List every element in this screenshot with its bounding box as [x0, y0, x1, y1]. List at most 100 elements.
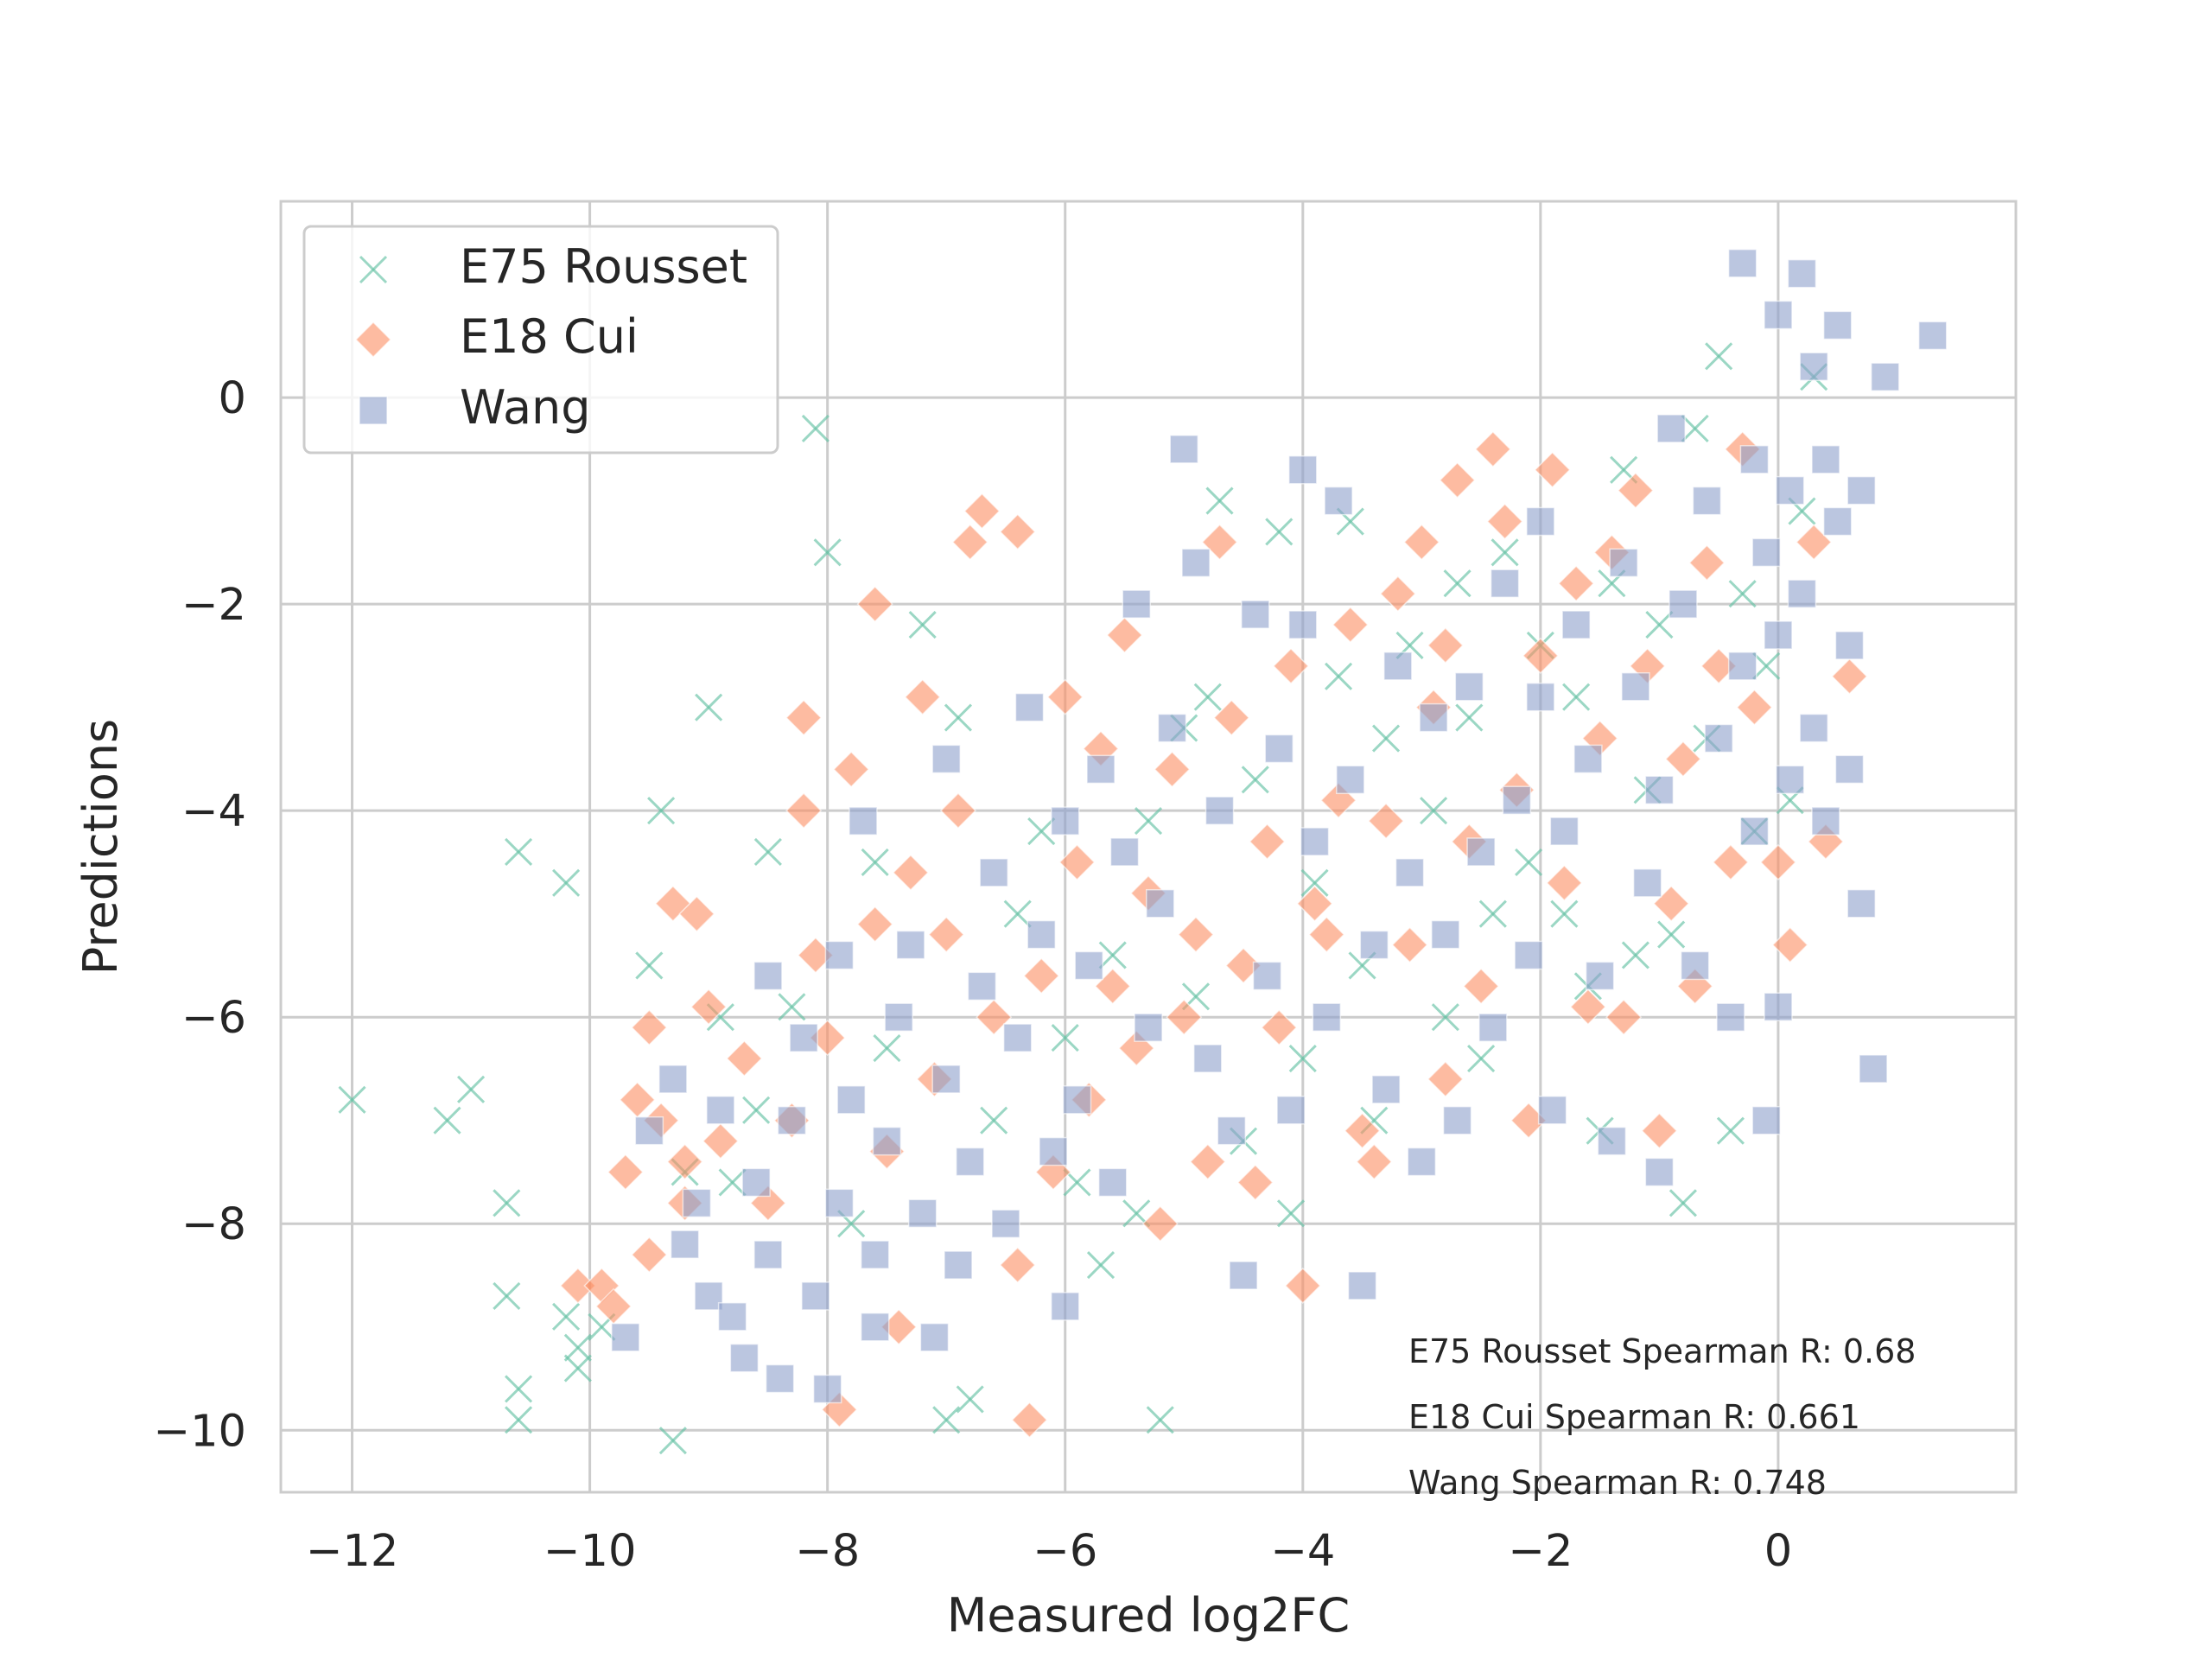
point-e18-cui [1296, 885, 1333, 922]
point-wang [789, 1023, 818, 1052]
point-wang [1347, 1271, 1377, 1300]
annotation-wang-spearman: Wang Spearman R: 0.748 [1408, 1464, 1827, 1502]
point-wang [1727, 248, 1758, 278]
point-wang [1478, 1013, 1508, 1042]
point-e18-cui [976, 999, 1013, 1036]
legend-label-e75-rousset: E75 Rousset [460, 239, 747, 294]
point-e18-cui [1427, 626, 1464, 664]
point-e75-rousset [658, 1427, 687, 1455]
point-wang [1775, 765, 1805, 795]
point-e75-rousset [1455, 703, 1484, 732]
point-e75-rousset [1003, 899, 1032, 928]
point-e18-cui [1023, 957, 1060, 995]
point-wang [931, 1065, 961, 1094]
y-tick-label: 0 [219, 373, 246, 424]
point-wang [1086, 754, 1116, 785]
point-wang [1419, 702, 1448, 733]
point-e18-cui [1332, 606, 1369, 644]
point-e18-cui [1831, 658, 1868, 695]
point-e75-rousset [1051, 1024, 1079, 1052]
point-wang [812, 1374, 842, 1404]
point-e18-cui [1141, 1205, 1179, 1243]
point-e18-cui [678, 895, 715, 932]
point-e18-cui [1558, 565, 1595, 602]
point-wang [1680, 950, 1710, 981]
point-wang [1692, 486, 1722, 516]
point-e75-rousset [1467, 1044, 1496, 1073]
point-e75-rousset [1276, 1199, 1306, 1228]
point-e18-cui [904, 678, 941, 715]
point-e75-rousset [1205, 486, 1234, 515]
point-wang [1514, 940, 1543, 970]
point-wang [1787, 579, 1817, 608]
point-wang [967, 971, 997, 1001]
point-wang [860, 1313, 890, 1342]
point-wang [1549, 817, 1580, 846]
point-wang [1609, 548, 1638, 578]
point-e75-rousset [1134, 807, 1163, 836]
point-e18-cui [1712, 843, 1749, 880]
point-e18-cui [1605, 999, 1643, 1036]
point-e75-rousset [505, 837, 533, 867]
point-e75-rousset [1431, 1003, 1459, 1032]
point-wang [1146, 888, 1175, 918]
point-e75-rousset [956, 1385, 984, 1414]
y-tick-label: −2 [181, 580, 246, 631]
point-wang [1764, 300, 1793, 330]
point-e75-rousset [1562, 683, 1591, 711]
point-e75-rousset [1086, 1250, 1116, 1280]
point-wang [753, 1240, 783, 1269]
point-e75-rousset [456, 1075, 486, 1103]
point-e18-cui [833, 751, 870, 788]
point-e75-rousset [647, 797, 676, 825]
point-e75-rousset [1027, 817, 1056, 846]
point-e75-rousset [718, 1168, 747, 1197]
point-wang [1229, 1261, 1258, 1290]
point-wang [706, 1096, 735, 1125]
point-wang [1181, 548, 1211, 578]
point-e18-cui [1368, 803, 1405, 840]
point-e18-cui [1688, 544, 1726, 582]
point-wang [1288, 455, 1318, 485]
point-e75-rousset [1241, 766, 1269, 794]
point-e18-cui [856, 586, 893, 623]
point-e75-rousset [695, 693, 723, 721]
tick-labels: −12 −10 −8 −6 −4 −2 0 −10 −8 −6 −4 −2 0 [153, 373, 1792, 1577]
point-e75-rousset [873, 1034, 901, 1063]
point-e18-cui [1201, 524, 1238, 561]
point-wang [1050, 806, 1080, 836]
point-e18-cui [999, 513, 1036, 550]
point-wang [979, 858, 1008, 887]
point-wang [777, 1105, 807, 1135]
point-wang [1644, 775, 1675, 805]
point-wang [1739, 817, 1770, 846]
point-e18-cui [1403, 524, 1440, 561]
point-e18-cui [1664, 741, 1701, 778]
point-wang [919, 1322, 950, 1352]
point-wang [1822, 506, 1853, 537]
annotation-cui-spearman: E18 Cui Spearman R: 0.661 [1408, 1398, 1860, 1436]
point-e18-cui [1189, 1143, 1226, 1180]
point-e75-rousset [813, 538, 842, 567]
point-wang [1573, 744, 1603, 774]
point-e18-cui [951, 524, 988, 561]
legend-marker-wang [359, 396, 388, 425]
point-wang [1656, 414, 1686, 443]
point-e18-cui [607, 1154, 644, 1191]
point-e75-rousset [493, 1189, 521, 1217]
x-tick-label: −12 [306, 1526, 399, 1577]
point-e18-cui [666, 1143, 703, 1180]
point-e18-cui [856, 906, 893, 943]
point-e18-cui [1046, 678, 1084, 715]
point-wang [1205, 796, 1235, 825]
point-e18-cui [1546, 864, 1583, 901]
point-e75-rousset [1491, 538, 1519, 567]
point-wang [1834, 631, 1865, 660]
point-wang [1442, 1105, 1472, 1135]
point-wang [1585, 961, 1615, 991]
point-wang [1917, 321, 1948, 351]
point-e18-cui [1166, 999, 1203, 1036]
point-wang [872, 1126, 902, 1156]
point-wang [1324, 486, 1353, 516]
point-e18-cui [1474, 430, 1511, 467]
